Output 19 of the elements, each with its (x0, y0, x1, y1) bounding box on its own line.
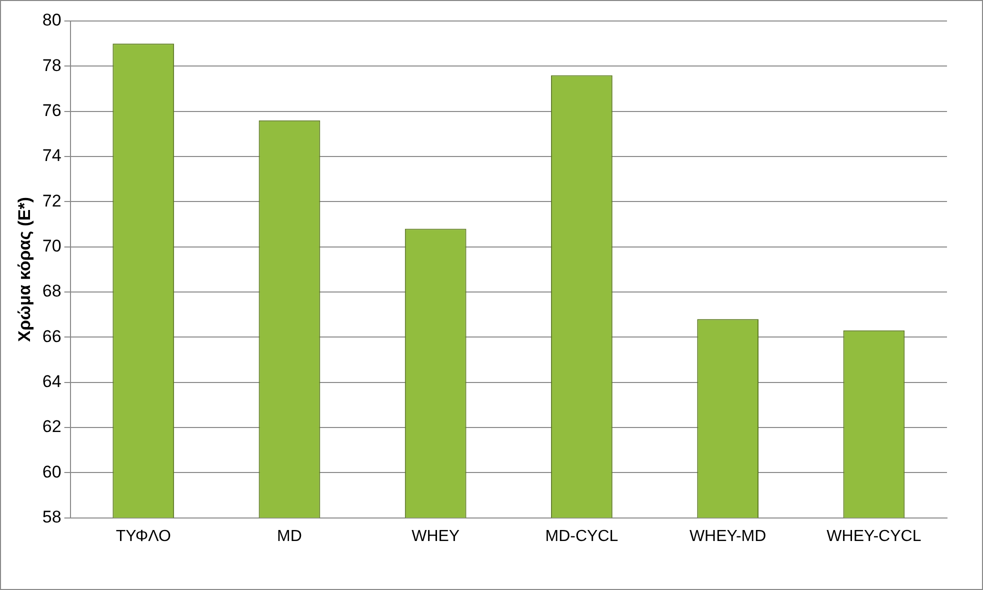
y-tick-label: 62 (42, 417, 62, 436)
x-tick-label: WHEY-MD (689, 528, 766, 545)
x-tick-label: ΤΥΦΛΟ (116, 528, 171, 545)
y-tick-label: 72 (42, 191, 62, 210)
y-axis-title: Χρώμα κόρας (E*) (14, 196, 34, 342)
x-tick-label: WHEY (412, 528, 460, 545)
y-tick-label: 68 (42, 282, 62, 301)
y-tick-label: 60 (42, 462, 62, 482)
y-tick-label: 64 (42, 372, 62, 391)
y-tick-label: 76 (42, 101, 62, 120)
x-tick-label: MD (277, 528, 302, 545)
y-tick-label: 66 (42, 326, 62, 346)
y-tick-label: 58 (42, 507, 62, 526)
x-tick-label: MD-CYCL (545, 528, 618, 545)
x-tick-label: WHEY-CYCL (826, 528, 922, 545)
y-tick-label: 74 (42, 146, 62, 166)
y-tick-label: 80 (42, 10, 62, 30)
y-tick-label: 70 (42, 236, 62, 256)
y-tick-label: 78 (42, 56, 62, 75)
